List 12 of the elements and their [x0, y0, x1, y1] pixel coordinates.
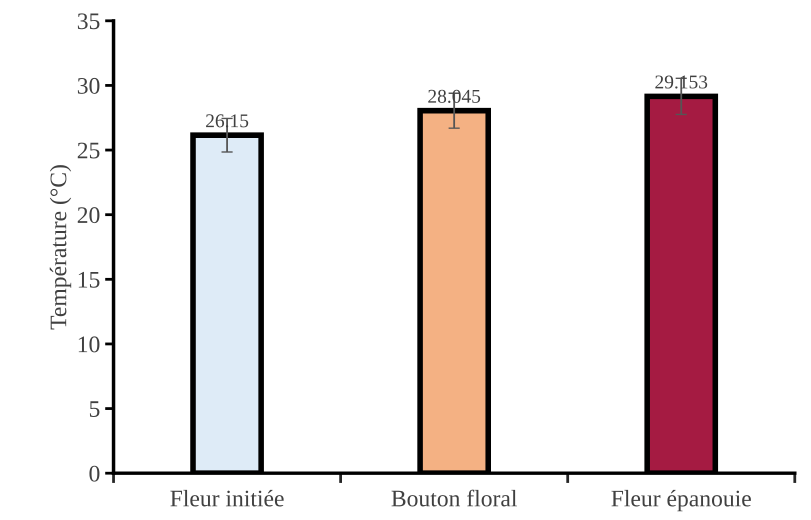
y-tick-label: 30 [78, 78, 100, 94]
y-tick-label: 10 [78, 336, 100, 352]
y-tick-label: 0 [89, 466, 100, 482]
x-tick-label: Fleur initiée [170, 490, 284, 506]
y-tick-label: 35 [78, 13, 100, 30]
x-tick-label: Fleur épanouie [611, 490, 751, 512]
y-tick-label: 20 [78, 207, 100, 224]
y-tick-label: 25 [78, 142, 100, 158]
y-tick-label: 5 [90, 401, 100, 417]
y-tick-label: 15 [78, 272, 100, 288]
x-tick-label: Bouton floral [392, 490, 517, 506]
y-axis-title: Température (°C) [50, 165, 72, 330]
